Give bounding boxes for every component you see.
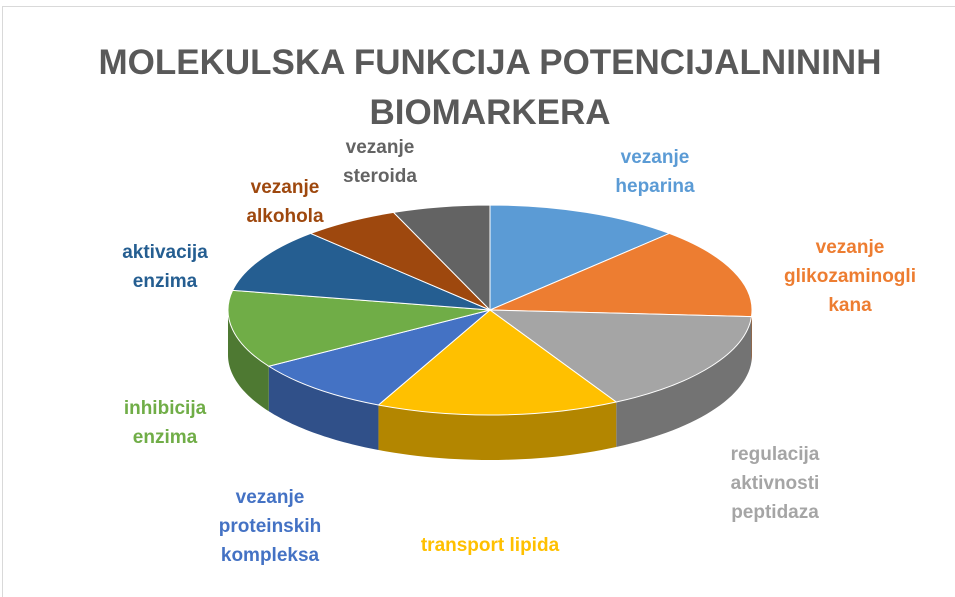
slice-side bbox=[378, 402, 617, 460]
slice bbox=[377, 309, 618, 416]
slice bbox=[267, 309, 491, 406]
slice-side bbox=[228, 310, 269, 412]
chart-title: MOLEKULSKA FUNKCIJA POTENCIJALNININH BIO… bbox=[98, 43, 882, 132]
slice bbox=[488, 309, 753, 403]
slice-side bbox=[751, 310, 752, 362]
data-label: vezanje alkohola bbox=[246, 177, 324, 227]
slice-side bbox=[268, 366, 379, 451]
slice bbox=[227, 289, 491, 367]
chart-frame bbox=[2, 6, 955, 597]
slice bbox=[489, 232, 753, 318]
slice bbox=[392, 204, 491, 312]
data-label: transport lipida bbox=[420, 535, 560, 556]
data-label: vezanje steroida bbox=[343, 137, 417, 187]
data-label: regulacija aktivnosti peptidaza bbox=[730, 444, 820, 523]
slice bbox=[489, 204, 671, 311]
slice bbox=[231, 232, 491, 311]
data-label: vezanje heparina bbox=[615, 147, 695, 197]
chart bbox=[227, 204, 753, 460]
data-label: inhibicija enzima bbox=[123, 398, 207, 448]
data-label: vezanje glikozaminoglikana bbox=[784, 237, 916, 316]
page: MOLEKULSKA FUNKCIJA POTENCIJALNININH BIO… bbox=[2, 6, 955, 597]
data-label: aktivacija enzima bbox=[122, 242, 208, 292]
data-label: vezanje proteinskih kompleksa bbox=[218, 487, 322, 566]
slice-side bbox=[616, 316, 752, 448]
